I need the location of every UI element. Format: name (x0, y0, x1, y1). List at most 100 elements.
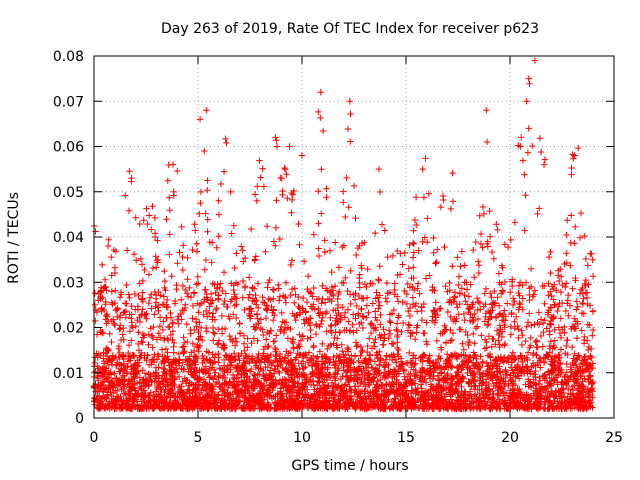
data-point (513, 394, 520, 402)
data-point (312, 396, 319, 403)
data-point (295, 360, 302, 367)
data-point (291, 285, 298, 292)
data-point (103, 395, 110, 402)
data-point (446, 402, 454, 410)
data-point (555, 277, 563, 285)
data-point (259, 294, 266, 301)
data-point (567, 405, 574, 412)
data-point (312, 330, 320, 338)
data-point (466, 379, 473, 387)
data-point (195, 344, 202, 351)
data-point (115, 345, 122, 353)
data-point (414, 285, 421, 292)
data-point (208, 259, 215, 266)
data-point (335, 365, 342, 373)
data-point (496, 310, 504, 317)
data-point (104, 389, 112, 396)
data-point (346, 383, 353, 390)
data-point (492, 341, 499, 348)
data-point (454, 363, 462, 371)
data-point (470, 274, 478, 281)
data-point (531, 287, 539, 294)
data-point (202, 381, 210, 388)
data-point (304, 404, 312, 412)
data-point (246, 378, 253, 385)
data-point (573, 356, 580, 363)
data-point (215, 197, 222, 204)
data-point (139, 289, 146, 296)
data-point (518, 327, 525, 334)
data-point (535, 205, 543, 212)
data-point (572, 361, 580, 368)
data-point (136, 220, 144, 228)
data-point (223, 380, 230, 387)
data-point (491, 397, 498, 404)
data-point (110, 316, 117, 323)
data-point (393, 293, 401, 300)
data-point (342, 399, 349, 407)
data-point (557, 315, 565, 322)
data-point (212, 369, 219, 376)
data-point (482, 313, 489, 321)
data-point (381, 227, 388, 234)
data-point (215, 340, 222, 347)
data-point (499, 385, 506, 393)
data-point (460, 310, 468, 318)
data-point (154, 256, 162, 264)
data-point (335, 405, 343, 412)
data-point (310, 231, 317, 238)
data-point (552, 388, 559, 395)
data-point (408, 363, 415, 371)
data-point (348, 399, 356, 406)
data-point (433, 388, 441, 396)
data-point (466, 317, 474, 325)
data-point (161, 365, 168, 373)
data-point (110, 320, 118, 328)
data-point (124, 395, 132, 402)
data-point (269, 309, 276, 316)
data-point (519, 395, 526, 402)
data-point (292, 316, 299, 324)
data-point (274, 391, 281, 398)
data-point (93, 308, 101, 316)
data-point (504, 355, 511, 362)
data-point (418, 316, 426, 324)
data-point (486, 314, 494, 322)
data-point (330, 340, 337, 347)
data-point (393, 376, 401, 384)
data-point (236, 330, 244, 337)
data-point (261, 375, 269, 383)
data-point (228, 230, 235, 237)
data-point (347, 396, 354, 403)
data-point (359, 347, 366, 354)
data-point (465, 293, 473, 300)
data-point (189, 340, 197, 347)
data-point (452, 389, 459, 396)
data-point (556, 367, 564, 375)
data-point (371, 368, 379, 376)
data-point (374, 294, 382, 301)
data-point (377, 311, 384, 319)
data-point (403, 380, 411, 387)
data-point (102, 384, 109, 391)
data-point (340, 199, 347, 206)
data-point (419, 358, 427, 365)
data-point (526, 80, 533, 87)
data-point (284, 397, 291, 404)
data-point (337, 312, 345, 319)
data-point (389, 356, 396, 364)
data-point (209, 310, 217, 317)
data-point (555, 351, 562, 359)
data-point (192, 361, 199, 368)
data-point (146, 212, 153, 219)
data-point (288, 359, 296, 367)
data-point (315, 295, 323, 303)
data-point (249, 385, 256, 392)
data-point (252, 291, 259, 299)
data-point (536, 374, 543, 382)
data-point (481, 290, 488, 297)
data-point (235, 353, 242, 360)
data-point (515, 400, 522, 407)
data-point (334, 370, 341, 378)
data-point (196, 401, 203, 408)
